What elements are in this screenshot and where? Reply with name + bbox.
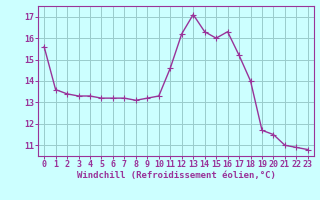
X-axis label: Windchill (Refroidissement éolien,°C): Windchill (Refroidissement éolien,°C)	[76, 171, 276, 180]
